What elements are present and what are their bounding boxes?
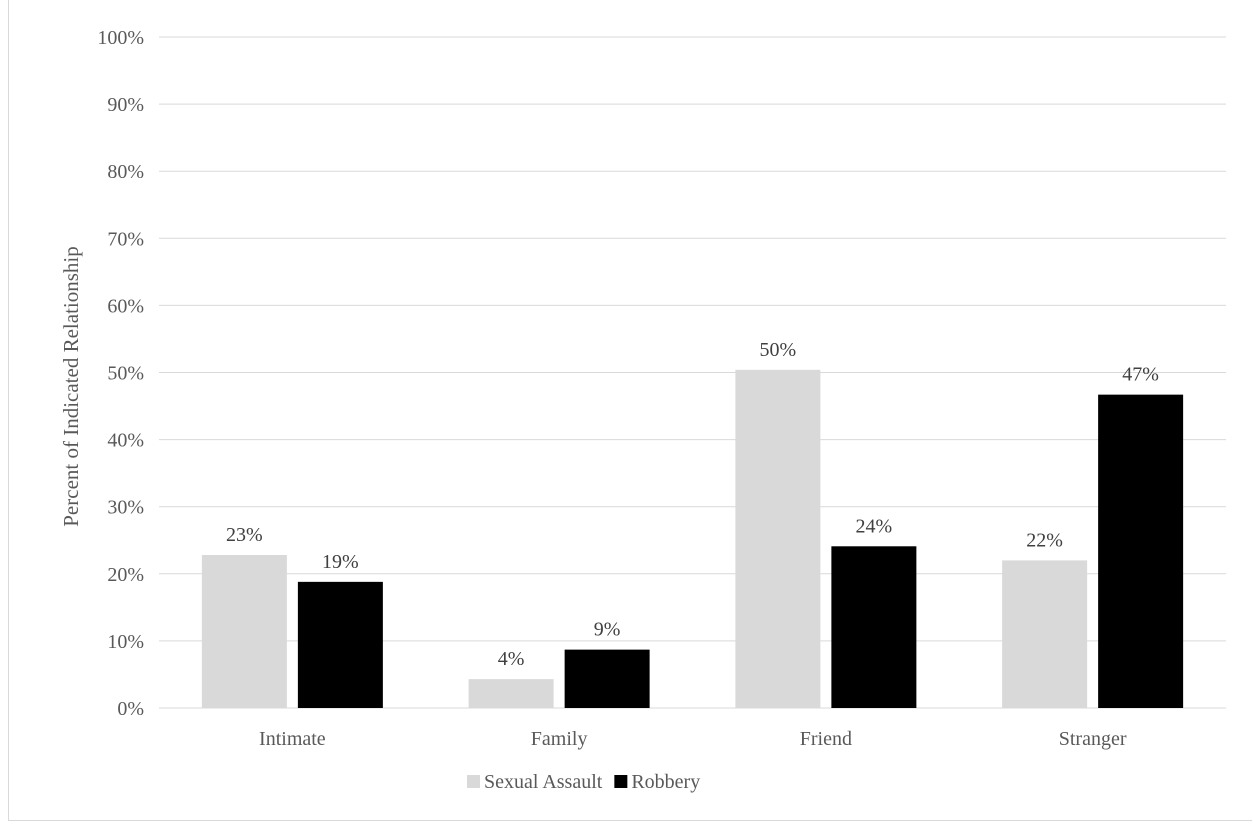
y-axis-ticks: 0% 10% 20% 30% 40% 50% 60% 70% 80% 90% 100% [97, 27, 144, 720]
y-tick-label: 90% [107, 94, 144, 116]
legend-label: Sexual Assault [484, 771, 603, 793]
x-axis-ticks: Intimate Family Friend Stranger [259, 728, 1127, 750]
y-tick-label: 100% [97, 27, 144, 49]
bars [201, 369, 1184, 708]
bar-robbery-stranger [1098, 394, 1184, 708]
y-tick-label: 70% [107, 228, 144, 250]
x-tick-label: Family [531, 728, 588, 750]
bar-sexual-assault-intimate [201, 555, 287, 708]
bar-robbery-intimate [297, 581, 383, 708]
y-tick-label: 0% [117, 698, 144, 720]
legend: Sexual Assault Robbery [467, 771, 700, 793]
bar-sexual-assault-friend [735, 369, 821, 708]
bar-chart: 0% 10% 20% 30% 40% 50% 60% 70% 80% 90% 100% Percen… [59, 27, 1226, 793]
x-tick-label: Stranger [1059, 728, 1127, 750]
x-tick-label: Intimate [259, 728, 326, 750]
data-labels: 23% 19% 4% 9% 50% 24% 22% 47% [226, 339, 1159, 670]
data-label: 22% [1026, 529, 1063, 551]
data-label: 24% [856, 515, 893, 537]
data-label: 47% [1122, 364, 1159, 386]
y-tick-label: 80% [107, 161, 144, 183]
y-tick-label: 10% [107, 631, 144, 653]
y-tick-label: 20% [107, 564, 144, 586]
bar-robbery-friend [831, 546, 917, 708]
y-tick-label: 40% [107, 430, 144, 452]
data-label: 23% [226, 524, 263, 546]
x-tick-label: Friend [800, 728, 852, 750]
data-label: 4% [498, 648, 525, 670]
legend-label: Robbery [631, 771, 700, 793]
bar-sexual-assault-family [468, 679, 554, 708]
data-label: 50% [760, 339, 797, 361]
data-label: 19% [322, 551, 359, 573]
legend-swatch [614, 775, 628, 788]
data-label: 9% [594, 619, 621, 641]
y-tick-label: 60% [107, 295, 144, 317]
chart-frame: 0% 10% 20% 30% 40% 50% 60% 70% 80% 90% 100% Percen… [8, 0, 1252, 821]
y-tick-label: 50% [107, 363, 144, 385]
bar-robbery-family [564, 649, 650, 708]
legend-swatch [467, 775, 480, 788]
y-tick-label: 30% [107, 497, 144, 519]
y-axis-label: Percent of Indicated Relationship [59, 246, 83, 527]
bar-sexual-assault-stranger [1002, 560, 1088, 708]
